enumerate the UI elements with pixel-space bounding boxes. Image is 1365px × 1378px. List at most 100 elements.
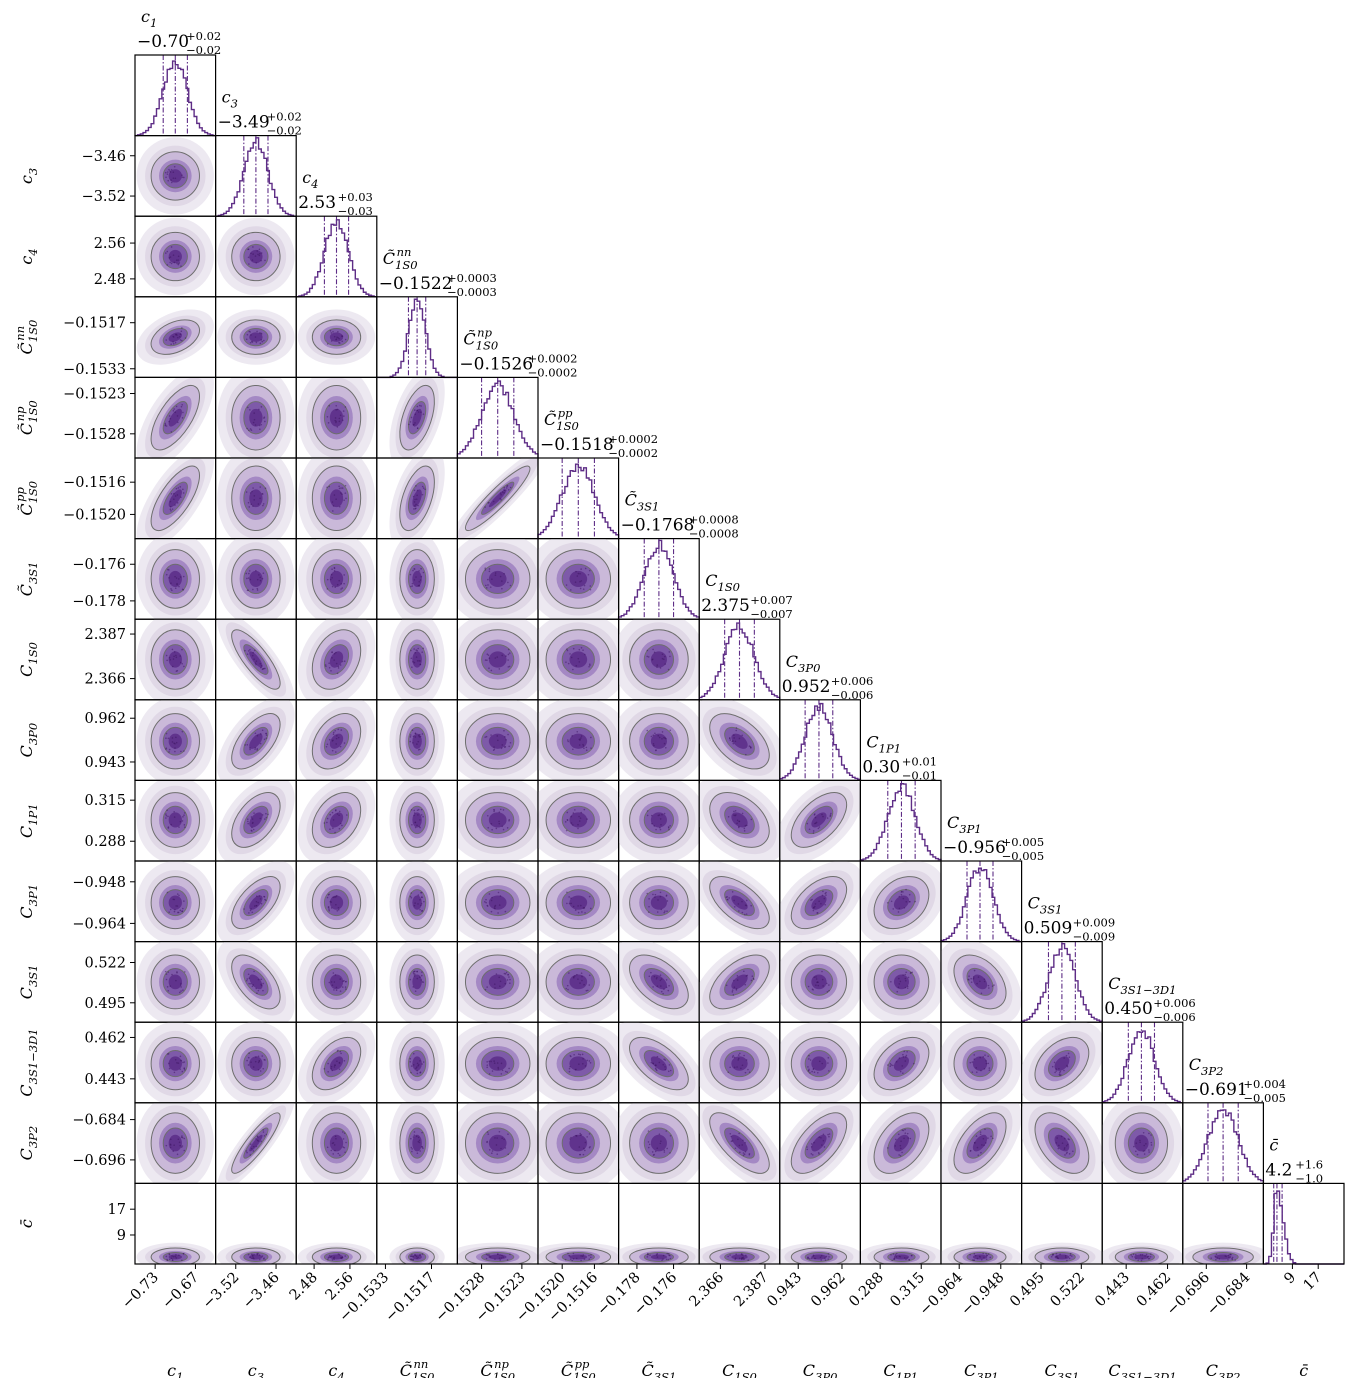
density-core (168, 570, 182, 587)
density-sample (914, 900, 916, 903)
density-sample (244, 649, 246, 652)
density-sample (656, 1256, 659, 1258)
density-sample (741, 1257, 743, 1259)
density-sample (502, 809, 505, 811)
density-sample (913, 1062, 915, 1065)
y-axis-label-group: C1S0 (17, 642, 40, 677)
density-sample (660, 985, 662, 987)
density-sample (250, 252, 252, 255)
y-axis-label-group: C3P0 (17, 723, 40, 758)
density-sample (245, 491, 248, 493)
density-sample (498, 1257, 501, 1259)
density-sample (653, 651, 656, 654)
density-sample (165, 573, 168, 576)
density-sample (656, 911, 659, 913)
density-sample (181, 1145, 184, 1147)
density-sample (577, 1053, 580, 1056)
density-sample (177, 1062, 180, 1064)
density-sample (167, 737, 170, 740)
density-sample (247, 577, 250, 579)
density-sample (343, 582, 345, 585)
density-sample (987, 1062, 990, 1065)
density-sample (581, 975, 583, 978)
density-sample (493, 810, 495, 813)
density-sample (250, 503, 252, 506)
density-sample (725, 984, 728, 987)
density-sample (500, 1147, 502, 1150)
density-sample (248, 570, 251, 572)
density-sample (261, 577, 264, 580)
density-sample (418, 660, 420, 662)
density-panel-7-4 (456, 618, 539, 701)
density-sample (590, 1254, 592, 1256)
density-sample (664, 1066, 666, 1068)
density-sample (257, 1252, 259, 1255)
density-sample (581, 1053, 584, 1056)
density-panel-3-0 (134, 296, 217, 378)
y-axis-label-group: C̃1S0nn (13, 320, 40, 355)
density-sample (580, 647, 583, 649)
density-sample (424, 488, 426, 491)
density-sample (485, 1257, 488, 1260)
density-sample (816, 912, 818, 914)
density-sample (659, 828, 662, 831)
density-sample (504, 982, 507, 985)
density-sample (335, 404, 338, 407)
density-sample (812, 832, 815, 834)
density-sample (493, 1060, 495, 1062)
density-sample (499, 575, 502, 578)
title-plus-7: +0.007 (750, 593, 793, 607)
density-sample (669, 729, 672, 732)
histogram-panel-2 (295, 215, 378, 298)
density-sample (825, 1255, 828, 1258)
density-sample (667, 1258, 670, 1261)
density-sample (743, 830, 746, 832)
title-label-4: C̃1S0np (463, 325, 498, 352)
density-sample (411, 729, 414, 732)
density-sample (410, 416, 413, 419)
density-sample (341, 587, 344, 589)
title-plus-2: +0.03 (338, 190, 373, 204)
density-sample (899, 1070, 902, 1073)
density-sample (173, 1144, 175, 1146)
density-sample (1140, 1259, 1143, 1262)
density-sample (180, 990, 182, 992)
density-sample (567, 662, 570, 665)
density-sample (1142, 1131, 1145, 1134)
density-core (168, 812, 182, 828)
density-sample (337, 1152, 340, 1155)
density-sample (489, 1256, 492, 1258)
density-sample (415, 576, 417, 578)
density-sample (653, 825, 656, 827)
density-sample (1135, 1254, 1137, 1256)
density-sample (171, 508, 174, 510)
density-panel-8-0 (134, 699, 217, 781)
density-sample (1069, 1252, 1072, 1255)
density-sample (258, 248, 261, 251)
density-sample (491, 1152, 493, 1155)
density-sample (566, 739, 569, 741)
density-sample (175, 1253, 177, 1256)
density-panel-11-10 (940, 940, 1023, 1023)
density-sample (1059, 1070, 1062, 1073)
density-sample (503, 729, 505, 732)
density-panel-9-6 (617, 779, 700, 862)
density-sample (421, 1131, 423, 1134)
density-sample (410, 1137, 412, 1140)
density-sample (246, 1059, 248, 1062)
density-sample (419, 819, 421, 821)
density-sample (652, 648, 654, 651)
density-core (168, 489, 182, 508)
density-sample (652, 734, 655, 736)
density-sample (905, 900, 908, 903)
density-sample (484, 736, 487, 738)
density-sample (589, 664, 591, 667)
density-sample (657, 734, 660, 737)
density-sample (172, 658, 175, 660)
density-sample (807, 1066, 809, 1068)
density-sample (331, 501, 334, 503)
density-sample (169, 417, 172, 420)
density-sample (818, 1060, 821, 1063)
density-sample (170, 431, 173, 433)
density-sample (172, 335, 174, 338)
